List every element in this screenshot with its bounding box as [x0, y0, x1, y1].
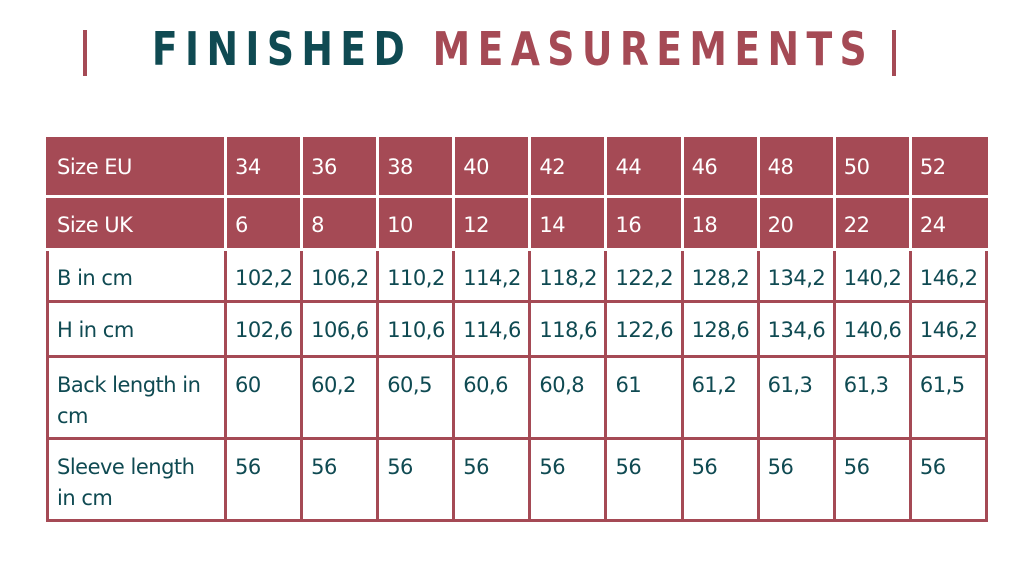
table-cell: 140,6 — [832, 300, 912, 358]
table-cell: 34 — [223, 137, 304, 198]
table-row: Sleeve length in cm 56 56 56 56 56 56 56 56 56 56 — [46, 437, 989, 522]
table-cell: 106,2 — [300, 248, 380, 303]
table-cell: 118,2 — [528, 248, 608, 303]
table-cell: 102,6 — [223, 300, 304, 358]
table-cell: 44 — [604, 137, 684, 198]
title-right-bar — [892, 30, 896, 76]
table-cell: 42 — [528, 137, 608, 198]
table-cell: 60 — [223, 355, 304, 440]
table-cell: 60,8 — [528, 355, 608, 440]
table-cell: 36 — [300, 137, 380, 198]
row-label: Size UK — [46, 195, 227, 251]
table-cell: 18 — [680, 195, 760, 251]
table-cell: 56 — [452, 437, 532, 522]
table-cell: 110,6 — [376, 300, 456, 358]
table-cell: 56 — [300, 437, 380, 522]
table-cell: 56 — [604, 437, 684, 522]
table-cell: 128,2 — [680, 248, 760, 303]
table-cell: 61,2 — [680, 355, 760, 440]
table-cell: 114,6 — [452, 300, 532, 358]
table-cell: 110,2 — [376, 248, 456, 303]
table-cell: 134,2 — [756, 248, 836, 303]
table-cell: 48 — [756, 137, 836, 198]
table-cell: 61,3 — [756, 355, 836, 440]
row-label: Size EU — [46, 137, 227, 198]
table-row: Size UK 6 8 10 12 14 16 18 20 22 24 — [46, 195, 989, 251]
row-label: Back length in cm — [46, 355, 227, 440]
table-cell: 56 — [680, 437, 760, 522]
table-cell: 52 — [908, 137, 989, 198]
table-row: Size EU 34 36 38 40 42 44 46 48 50 52 — [46, 137, 989, 198]
table-cell: 14 — [528, 195, 608, 251]
row-label: H in cm — [46, 300, 227, 358]
table-cell: 56 — [376, 437, 456, 522]
table-cell: 16 — [604, 195, 684, 251]
table-row: B in cm 102,2 106,2 110,2 114,2 118,2 122,2 128… — [46, 248, 989, 303]
table-row: H in cm 102,6 106,6 110,6 114,6 118,6 122,6 128… — [46, 300, 989, 358]
page-title: FINISHED MEASUREMENTS — [151, 22, 875, 76]
table-cell: 61 — [604, 355, 684, 440]
table-cell: 146,2 — [908, 248, 989, 303]
table-cell: 134,6 — [756, 300, 836, 358]
table-cell: 10 — [376, 195, 456, 251]
table-cell: 140,2 — [832, 248, 912, 303]
table-cell: 6 — [223, 195, 304, 251]
table-cell: 60,2 — [300, 355, 380, 440]
table-cell: 56 — [528, 437, 608, 522]
table-cell: 22 — [832, 195, 912, 251]
table-cell: 24 — [908, 195, 989, 251]
table-cell: 8 — [300, 195, 380, 251]
title-left-bar — [83, 30, 87, 76]
measurements-table: Size EU 34 36 38 40 42 44 46 48 50 52 Size UK 6 8 10 12… — [46, 137, 989, 522]
table-cell: 61,5 — [908, 355, 989, 440]
table-cell: 40 — [452, 137, 532, 198]
table-cell: 50 — [832, 137, 912, 198]
table-cell: 56 — [756, 437, 836, 522]
table-cell: 122,6 — [604, 300, 684, 358]
table-cell: 122,2 — [604, 248, 684, 303]
table-cell: 38 — [376, 137, 456, 198]
table-cell: 146,2 — [908, 300, 989, 358]
row-label: Sleeve length in cm — [46, 437, 227, 522]
table-cell: 61,3 — [832, 355, 912, 440]
table-cell: 60,6 — [452, 355, 532, 440]
table-cell: 12 — [452, 195, 532, 251]
table-cell: 56 — [832, 437, 912, 522]
table-cell: 114,2 — [452, 248, 532, 303]
table-cell: 46 — [680, 137, 760, 198]
table-cell: 102,2 — [223, 248, 304, 303]
table-cell: 106,6 — [300, 300, 380, 358]
table-cell: 128,6 — [680, 300, 760, 358]
table-cell: 56 — [908, 437, 989, 522]
table-cell: 20 — [756, 195, 836, 251]
row-label: B in cm — [46, 248, 227, 303]
table-cell: 60,5 — [376, 355, 456, 440]
table-cell: 118,6 — [528, 300, 608, 358]
table-row: Back length in cm 60 60,2 60,5 60,6 60,8 61 61,… — [46, 355, 989, 440]
table-cell: 56 — [223, 437, 304, 522]
